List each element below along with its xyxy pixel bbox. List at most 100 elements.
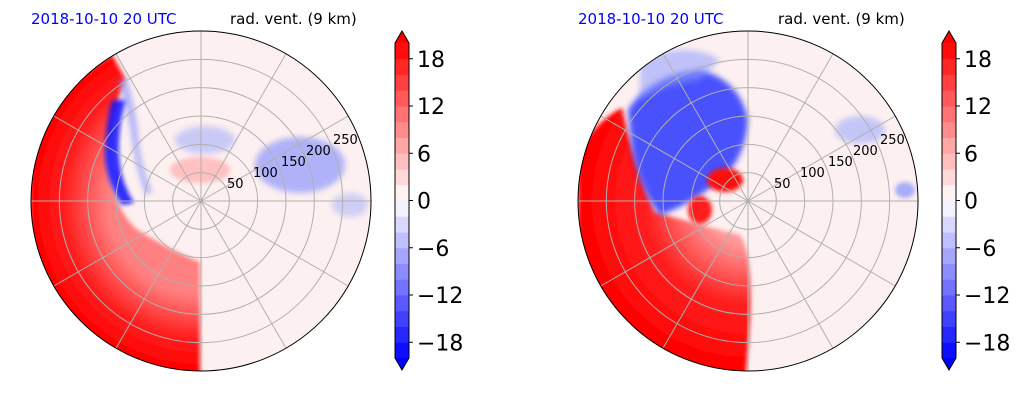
right-blue-patch-east <box>835 116 885 144</box>
left-date-label: 2018-10-10 20 UTC <box>31 10 177 28</box>
right-colorbar-level <box>942 279 956 296</box>
right-inbound-fringe <box>640 50 720 100</box>
left-inbound-band <box>104 100 134 205</box>
left-grid-spoke-300 <box>53 115 202 202</box>
right-colorbar-tick-label: 18 <box>964 48 992 73</box>
right-polar-frame <box>577 30 919 372</box>
right-grid-spoke-300 <box>600 115 749 202</box>
left-grid-spoke-210 <box>115 200 202 349</box>
left-colorbar-tick-label: 18 <box>417 48 445 73</box>
left-colorbar-tick-label: 0 <box>417 190 431 215</box>
right-ring-label-100: 100 <box>800 166 825 181</box>
right-colorbar-level <box>942 232 956 249</box>
right-colorbar-level <box>942 263 956 280</box>
right-colorbar-level <box>942 169 956 186</box>
right-panel: 2018-10-10 20 UTC rad. vent. (9 km) 50 1… <box>577 10 919 372</box>
left-colorbar-tick-label: −12 <box>417 284 463 309</box>
left-polar-grid <box>31 31 371 371</box>
left-colorbar-level <box>395 200 409 217</box>
left-ring-label-150: 150 <box>281 155 306 170</box>
right-date-label: 2018-10-10 20 UTC <box>578 10 724 28</box>
right-colorbar-level <box>942 74 956 91</box>
left-colorbar-level <box>395 169 409 186</box>
right-red-core-1 <box>707 168 743 192</box>
left-colorbar-level <box>395 121 409 138</box>
right-colorbar-level <box>942 247 956 264</box>
left-colorbar-level <box>395 310 409 327</box>
right-colorbar-level <box>942 43 956 60</box>
right-colorbar-level <box>942 342 956 359</box>
left-grid-spoke-120 <box>200 200 349 287</box>
right-colorbar-level <box>942 200 956 217</box>
left-colorbar-level <box>395 279 409 296</box>
left-colorbar-level <box>395 106 409 123</box>
right-colorbar-level <box>942 121 956 138</box>
left-grid-spoke-60 <box>200 115 349 202</box>
left-colorbar-level <box>395 342 409 359</box>
left-grid-spoke-240 <box>53 200 202 287</box>
right-colorbar-level <box>942 137 956 154</box>
left-blue-patch-far-east <box>332 193 368 217</box>
right-colorbar-tick-label: 12 <box>964 95 992 120</box>
right-grid-spoke-120 <box>747 200 896 287</box>
left-outbound-region <box>31 55 200 371</box>
left-grid-spoke-330 <box>115 53 202 202</box>
right-colorbar-extend-low <box>942 358 956 370</box>
left-colorbar-tick-label: 12 <box>417 95 445 120</box>
right-colorbar-level <box>942 153 956 170</box>
left-grid-spoke-30 <box>200 53 287 202</box>
right-ring-labels: 50 100 150 200 250 <box>774 133 905 192</box>
right-panel-title: rad. vent. (9 km) <box>778 10 905 28</box>
left-colorbar-extend-low <box>395 358 409 370</box>
left-colorbar-tick-label: −18 <box>417 331 463 356</box>
right-grid-spoke-330 <box>662 53 749 202</box>
left-panel: 2018-10-10 20 UTC rad. vent. (9 km) 50 1… <box>30 10 372 372</box>
left-panel-title: rad. vent. (9 km) <box>230 10 357 28</box>
left-colorbar-level <box>395 137 409 154</box>
left-colorbar-tick-label: −6 <box>417 237 449 262</box>
left-colorbar-level <box>395 153 409 170</box>
right-blue-patch-far-east <box>895 182 915 198</box>
right-grid-spoke-150 <box>747 200 834 349</box>
right-grid-spoke-30 <box>747 53 834 202</box>
left-ring-label-50: 50 <box>227 177 244 192</box>
left-colorbar-level <box>395 58 409 75</box>
left-colorbar-outline <box>394 30 410 371</box>
left-blue-patch-east <box>255 137 345 193</box>
right-ring-label-200: 200 <box>853 144 878 159</box>
left-colorbar-level <box>395 232 409 249</box>
right-colorbar-tick-label: 0 <box>964 190 978 215</box>
left-colorbar-extend-high <box>395 31 409 43</box>
left-polar-frame <box>30 30 372 372</box>
left-colorbar-level <box>395 263 409 280</box>
left-colorbar-level <box>395 326 409 343</box>
left-red-core <box>170 157 230 183</box>
right-outbound-region <box>578 108 751 371</box>
left-colorbar-level <box>395 247 409 264</box>
left-ring-label-250: 250 <box>333 133 358 148</box>
left-grid-spoke-150 <box>200 200 287 349</box>
right-colorbar-tick-label: 6 <box>964 142 978 167</box>
right-polar-grid <box>578 31 918 371</box>
right-colorbar-tick-label: −12 <box>964 284 1010 309</box>
left-ring-label-200: 200 <box>306 144 331 159</box>
right-ring-label-50: 50 <box>774 177 791 192</box>
right-grid-spoke-60 <box>747 115 896 202</box>
right-colorbar-level <box>942 90 956 107</box>
right-colorbar-tick-label: −18 <box>964 331 1010 356</box>
left-inbound-fringe <box>118 78 152 195</box>
left-colorbar-level <box>395 295 409 312</box>
right-ring-label-250: 250 <box>880 133 905 148</box>
left-colorbar-level <box>395 74 409 91</box>
right-colorbar-level <box>942 216 956 233</box>
right-colorbar-level <box>942 295 956 312</box>
right-colorbar-level <box>942 58 956 75</box>
left-blue-patch-north <box>175 126 235 154</box>
left-colorbar-tick-label: 6 <box>417 142 431 167</box>
right-grid-spoke-210 <box>662 200 749 349</box>
left-colorbar-level <box>395 43 409 60</box>
right-colorbar-outline <box>941 30 957 371</box>
right-colorbar-tick-label: −6 <box>964 237 996 262</box>
left-colorbar-level <box>395 90 409 107</box>
